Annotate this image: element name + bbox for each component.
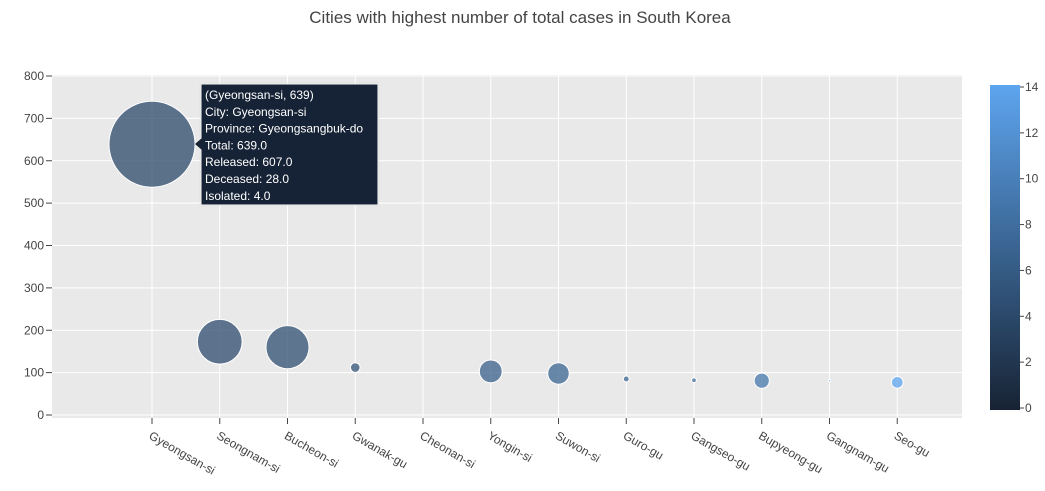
x-tick-label: Bupyeong-gu: [756, 428, 825, 476]
x-tick-label: Suwon-si: [553, 428, 603, 465]
x-tick-label: Seo-gu: [892, 428, 933, 459]
tooltip-line: Released: 607.0: [205, 155, 293, 169]
x-tick-label: Gwanak-gu: [350, 428, 410, 471]
x-tick-label: Gangnam-gu: [824, 428, 892, 475]
x-tick-label: Gangseo-gu: [689, 428, 753, 473]
y-tick-label: 0: [37, 408, 44, 422]
bubble: [478, 359, 503, 384]
tooltip-line: Total: 639.0: [205, 138, 267, 152]
tooltip-line: Isolated: 4.0: [205, 189, 271, 203]
colorbar-ticks: 0 2 4 6 8 10 12 14: [1020, 80, 1039, 415]
colorbar-tick-label: 10: [1025, 172, 1039, 186]
bubble: [622, 375, 630, 383]
y-tick-label: 400: [24, 239, 44, 253]
colorbar-tick-label: 4: [1025, 309, 1032, 323]
tooltip-pointer: [195, 138, 202, 150]
bubble: [349, 362, 361, 373]
y-tick-label: 200: [24, 323, 44, 337]
bubble: [108, 100, 196, 188]
x-tick-label: Guro-gu: [621, 428, 666, 462]
tooltip-box: [200, 83, 379, 206]
colorbar-tick-label: 6: [1025, 263, 1032, 277]
tooltip-line: City: Gyeongsan-si: [205, 105, 306, 119]
x-tick-label: Cheonan-si: [418, 428, 478, 471]
colorbar-gradient: [990, 85, 1020, 410]
y-tick-label: 600: [24, 154, 44, 168]
colorbar: 0 2 4 6 8 10 12 14: [990, 80, 1039, 415]
colorbar-tick-label: 0: [1025, 401, 1032, 415]
y-tick-label: 300: [24, 281, 44, 295]
bubble: [827, 378, 832, 383]
x-tick-label: Seongnam-si: [214, 428, 282, 475]
x-tick-label: Yongin-si: [485, 428, 534, 465]
x-tick-label: Gyeongsan-si: [147, 428, 218, 477]
tooltip-line: Deceased: 28.0: [205, 172, 289, 186]
y-tick-label: 100: [24, 366, 44, 380]
y-axis: 0 100 200 300 400 500 600 700 800: [24, 69, 52, 422]
colorbar-tick-label: 14: [1025, 80, 1039, 94]
bubble: [890, 375, 904, 389]
x-tick-label: Bucheon-si: [282, 428, 341, 470]
y-tick-label: 800: [24, 69, 44, 83]
tooltip-line: Province: Gyeongsangbuk-do: [205, 122, 363, 136]
chart-title: Cities with highest number of total case…: [309, 8, 731, 27]
bubble: [691, 377, 697, 384]
bubble: [265, 325, 310, 370]
y-tick-label: 500: [24, 196, 44, 210]
colorbar-tick-label: 12: [1025, 126, 1039, 140]
bubble: [547, 362, 570, 385]
bubbles: [108, 100, 904, 389]
bubble: [196, 318, 243, 365]
colorbar-tick-label: 8: [1025, 218, 1032, 232]
bubble: [753, 372, 770, 389]
y-tick-label: 700: [24, 111, 44, 125]
hover-tooltip: (Gyeongsan-si, 639) City: Gyeongsan-si Pro…: [195, 83, 379, 206]
tooltip-line: (Gyeongsan-si, 639): [205, 88, 314, 102]
colorbar-tick-label: 2: [1025, 355, 1032, 369]
